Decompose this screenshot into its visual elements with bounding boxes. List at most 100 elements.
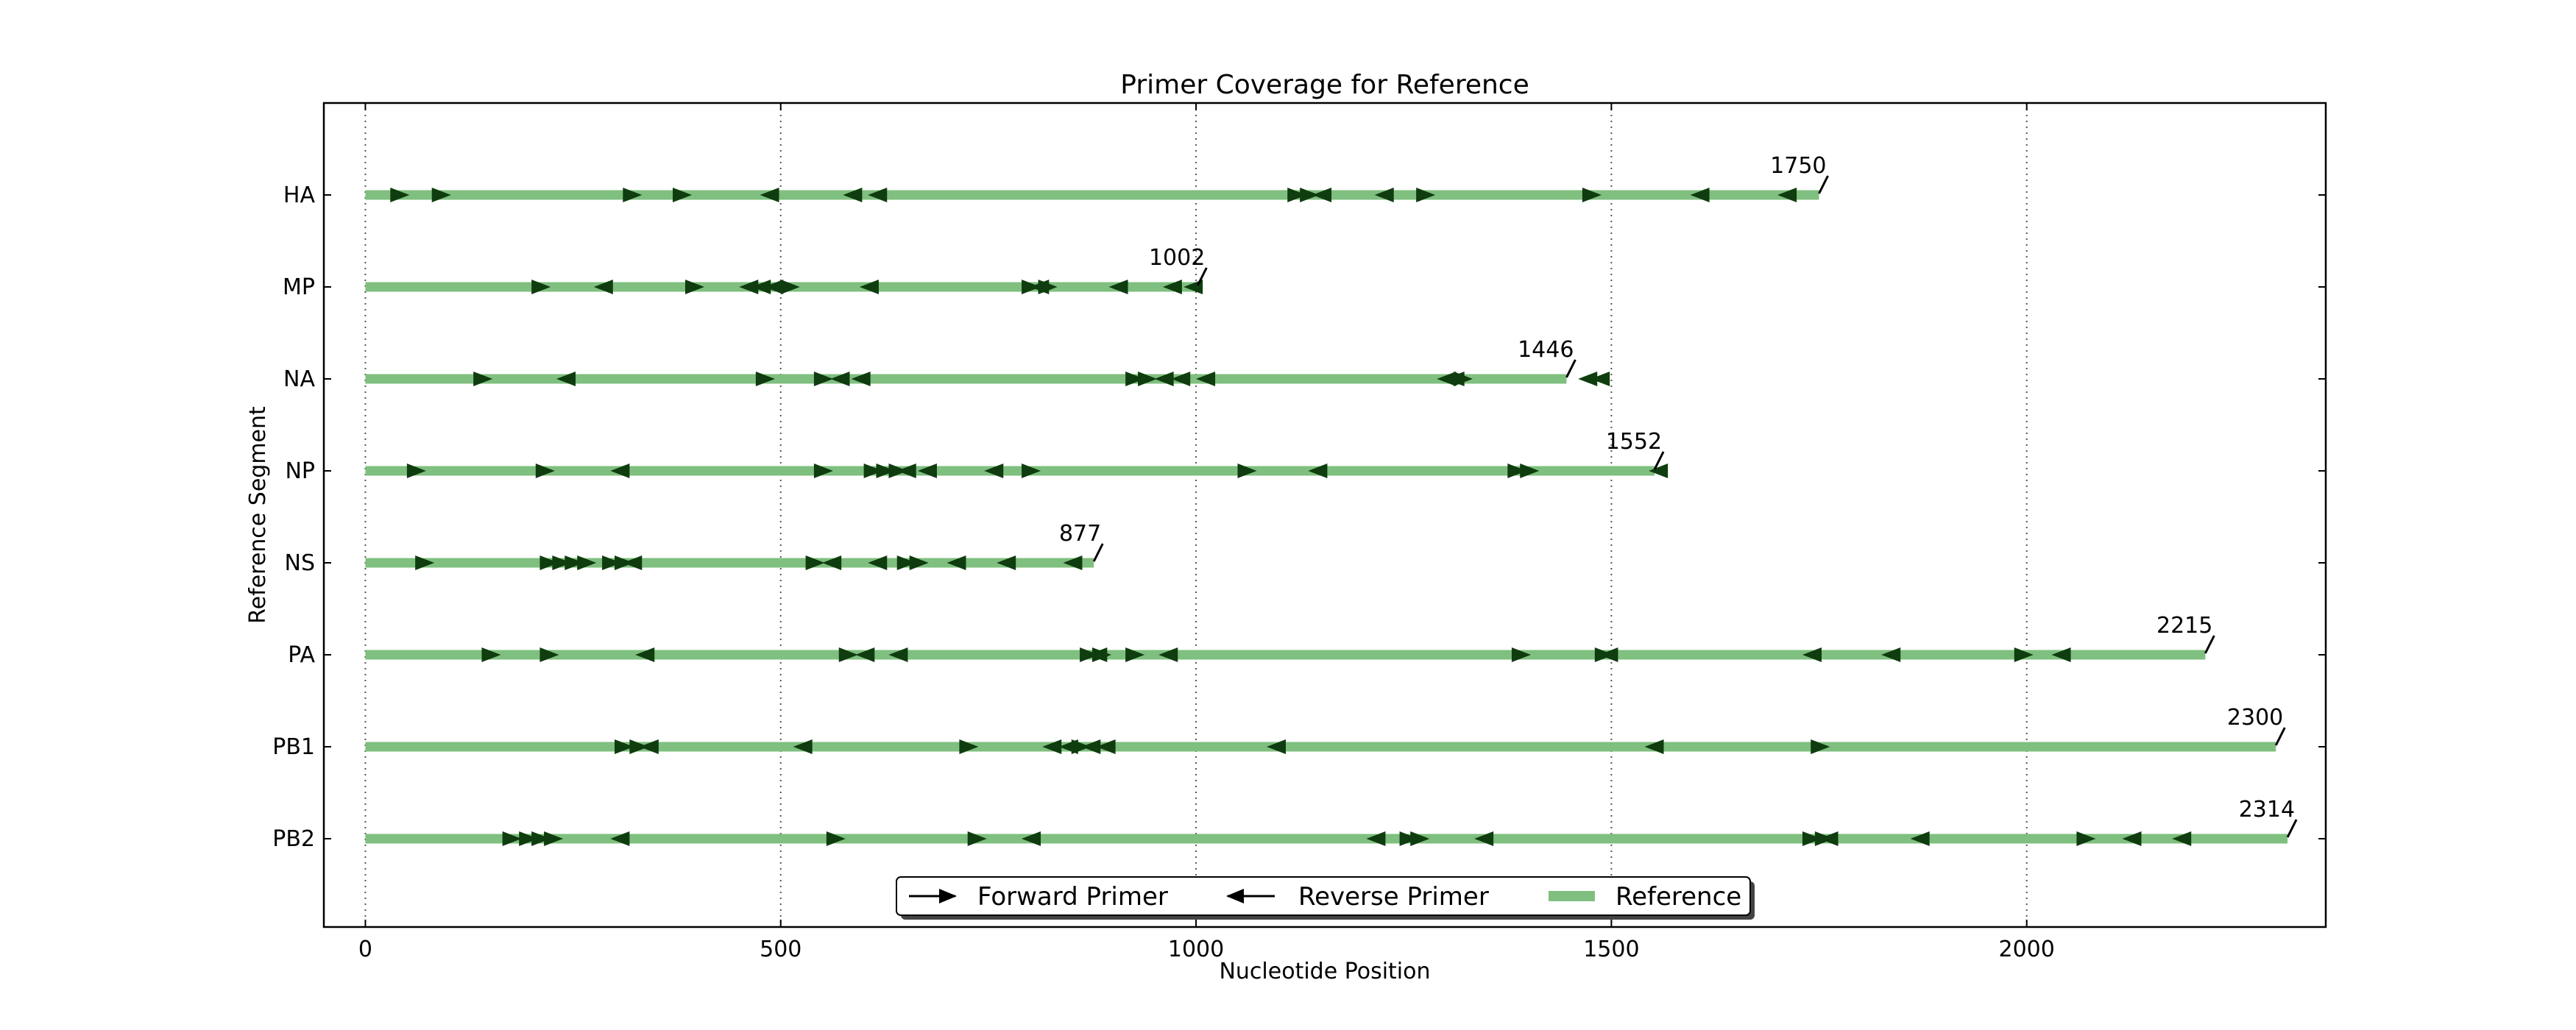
length-annotation-pointer <box>1092 543 1104 562</box>
reverse-primer-marker <box>1366 831 1386 846</box>
reverse-primer-marker <box>764 280 784 294</box>
reverse-primer-marker <box>859 280 879 294</box>
legend: Forward Primer Reverse Primer Reference <box>896 876 1755 920</box>
reverse-primer-marker <box>1196 372 1216 386</box>
reverse-primer-marker <box>1910 831 1930 846</box>
forward-primer-marker <box>535 464 555 478</box>
length-annotation-pointer <box>1818 175 1829 194</box>
length-annotation: 2300 <box>2227 705 2283 731</box>
forward-primer-marker <box>502 831 522 846</box>
reverse-primer-marker <box>888 647 908 662</box>
reverse-primer-marker <box>1154 372 1174 386</box>
x-axis-label: Nucleotide Position <box>1219 959 1430 984</box>
length-annotation: 2314 <box>2239 797 2295 823</box>
forward-primer-marker <box>1507 464 1527 478</box>
segment-np: 1552 <box>365 429 1669 478</box>
forward-primer-marker <box>1416 188 1436 202</box>
forward-primer-marker <box>1802 831 1822 846</box>
plot-data: 2314 2300 2215 877 1552 1446 1002 1750 <box>365 153 2298 846</box>
forward-primer-marker <box>2014 647 2034 662</box>
reverse-primer-marker <box>593 280 613 294</box>
reverse-primer-marker <box>868 188 888 202</box>
forward-primer-marker <box>1511 647 1531 662</box>
reverse-primer-marker <box>1599 647 1618 662</box>
forward-primer-marker <box>896 555 916 570</box>
reverse-primer-marker <box>896 464 916 478</box>
forward-primer-marker <box>838 647 858 662</box>
length-annotation-pointer <box>2204 635 2215 654</box>
reverse-primer-marker <box>556 372 576 386</box>
forward-primer-marker <box>1237 464 1257 478</box>
reverse-primer-marker <box>739 280 759 294</box>
chart-title: Primer Coverage for Reference <box>1120 70 1529 100</box>
legend-forward-primer-label: Forward Primer <box>977 882 1168 912</box>
reverse-primer-marker <box>1058 739 1078 754</box>
forward-primer-marker <box>673 188 693 202</box>
forward-primer-marker <box>539 555 559 570</box>
forward-primer-marker <box>629 739 649 754</box>
reverse-primer-marker <box>1088 647 1108 662</box>
reverse-primer-marker <box>822 555 842 570</box>
reverse-primer-marker <box>1171 372 1191 386</box>
length-annotation: 877 <box>1059 521 1101 547</box>
forward-primer-marker <box>1287 188 1307 202</box>
forward-primer-marker <box>1138 372 1158 386</box>
forward-primer-marker <box>431 188 451 202</box>
reverse-primer-marker <box>1081 739 1101 754</box>
x-tick-label: 1000 <box>1168 937 1224 962</box>
y-tick-label-pb2: PB2 <box>272 826 315 852</box>
reverse-primer-marker <box>793 739 813 754</box>
forward-primer-marker <box>909 555 929 570</box>
reverse-primer-marker <box>984 464 1004 478</box>
reverse-primer-marker <box>635 647 655 662</box>
length-annotation-pointer <box>2274 727 2286 746</box>
forward-primer-marker <box>1520 464 1540 478</box>
forward-primer-marker <box>415 555 435 570</box>
reverse-primer-marker <box>1881 647 1901 662</box>
y-tick-label-na: NA <box>283 366 315 392</box>
reverse-primer-marker <box>1266 739 1286 754</box>
reverse-primer-marker <box>1474 831 1494 846</box>
y-axis: PB2 PB1 PA NS NP NA MP HA <box>272 182 2326 852</box>
reverse-primer-marker <box>1802 647 1822 662</box>
forward-primer-marker <box>1582 188 1602 202</box>
reverse-primer-marker <box>1308 464 1328 478</box>
reverse-primer-marker <box>1022 831 1041 846</box>
segment-mp: 1002 <box>365 245 1208 294</box>
reverse-primer-marker <box>610 464 630 478</box>
length-annotation: 1552 <box>1606 429 1662 455</box>
segment-na: 1446 <box>365 337 1610 386</box>
y-tick-label-mp: MP <box>283 274 315 300</box>
y-tick-label-pb1: PB1 <box>272 734 315 760</box>
reverse-primer-marker <box>1590 372 1610 386</box>
forward-primer-marker <box>544 831 564 846</box>
forward-primer-marker <box>826 831 846 846</box>
forward-primer-marker <box>390 188 410 202</box>
forward-primer-marker <box>2076 831 2096 846</box>
segment-pb1: 2300 <box>365 705 2286 754</box>
reverse-primer-marker <box>997 555 1016 570</box>
reverse-primer-marker <box>1690 188 1710 202</box>
length-annotation-pointer <box>1196 267 1208 286</box>
reverse-primer-marker <box>1578 372 1598 386</box>
y-tick-label-pa: PA <box>288 642 315 668</box>
reverse-primer-marker <box>843 188 863 202</box>
length-annotation-pointer <box>1653 451 1665 470</box>
legend-reference-label: Reference <box>1616 882 1741 912</box>
reverse-primer-marker <box>2172 831 2192 846</box>
forward-primer-marker <box>519 831 539 846</box>
reverse-primer-marker <box>1108 280 1128 294</box>
reverse-primer-marker <box>917 464 937 478</box>
length-annotation-pointer <box>1565 359 1577 378</box>
forward-primer-marker <box>473 372 493 386</box>
x-tick-label: 1500 <box>1583 937 1639 962</box>
reverse-primer-marker <box>1819 831 1839 846</box>
forward-primer-marker <box>481 647 501 662</box>
forward-primer-marker <box>959 739 979 754</box>
legend-box <box>896 876 1751 916</box>
forward-primer-marker <box>539 647 559 662</box>
segment-ns: 877 <box>365 521 1104 570</box>
forward-primer-marker <box>1410 831 1430 846</box>
